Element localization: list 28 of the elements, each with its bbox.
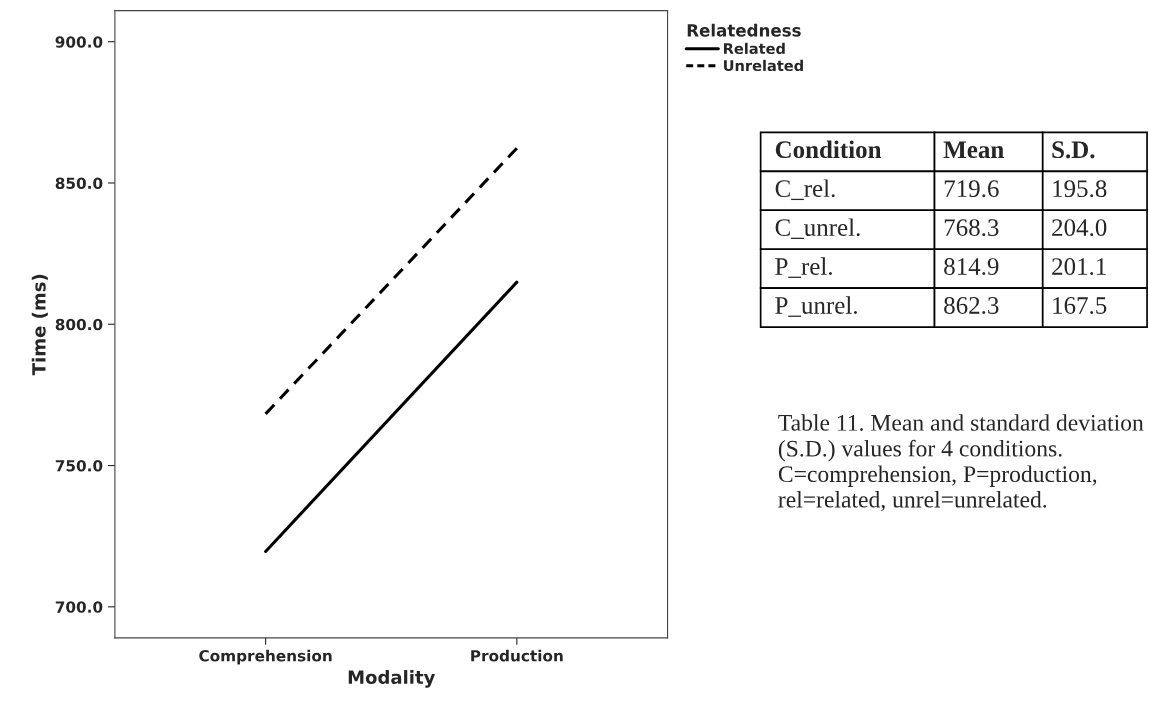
data-label: 195.8 [1053,180,1107,198]
data-label: 167.5 [1053,297,1107,314]
x-axis-title: Modality [348,670,436,688]
legend-label: Unrelated [724,59,803,72]
y-tick-label: 850.0 [55,177,103,189]
y-tick-label: 750.0 [55,460,103,472]
legend-title: Relatedness [687,23,801,37]
series-label: Mean [943,141,1004,159]
y-tick-label: 700.0 [55,601,103,613]
category-label: C_rel. [775,179,835,201]
y-axis-title: Time (ms) [31,274,48,376]
data-label: 204.0 [1052,219,1107,237]
caption: Table 11. Mean and standard deviation (S.D.) values for 4 conditions. C=comprehension, P=production, rel=related, unrel=unrelated. [778,414,1144,512]
data-label: 201.1 [1052,258,1106,276]
data-label: 768.3 [944,219,999,237]
x-tick-label: Comprehension [199,649,332,665]
category-label: P_rel. [775,257,832,278]
data-label: 814.9 [944,258,999,276]
y-tick-label: 900.0 [55,36,103,48]
data-label: 862.3 [944,297,999,314]
data-label: 719.6 [944,180,999,198]
legend-label: Related [724,42,785,55]
x-tick-label: Production [471,649,563,662]
category-label: C_unrel. [775,218,860,239]
text: Condition [775,140,882,159]
y-tick-label: 800.0 [55,318,103,331]
legend-label: S.D. [1052,141,1095,159]
category-label: P_unrel. [775,296,857,317]
